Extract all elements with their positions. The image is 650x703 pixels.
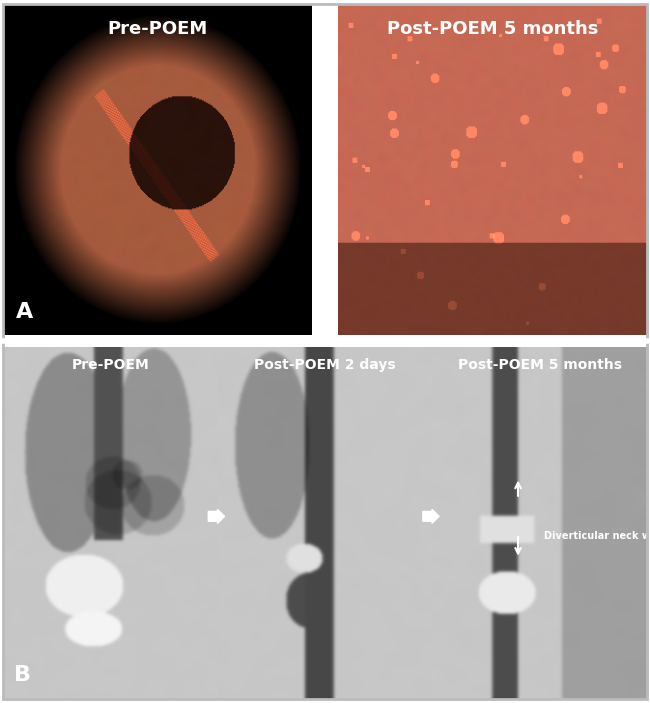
Text: A: A bbox=[16, 302, 33, 321]
Text: Diverticular neck widening: Diverticular neck widening bbox=[544, 531, 650, 541]
Text: Pre-POEM: Pre-POEM bbox=[72, 358, 150, 372]
Text: Post-POEM 2 days: Post-POEM 2 days bbox=[254, 358, 396, 372]
Text: Post-POEM 5 months: Post-POEM 5 months bbox=[458, 358, 621, 372]
Text: Post-POEM 5 months: Post-POEM 5 months bbox=[387, 20, 598, 38]
Text: Pre-POEM: Pre-POEM bbox=[107, 20, 208, 38]
Text: B: B bbox=[14, 666, 31, 685]
